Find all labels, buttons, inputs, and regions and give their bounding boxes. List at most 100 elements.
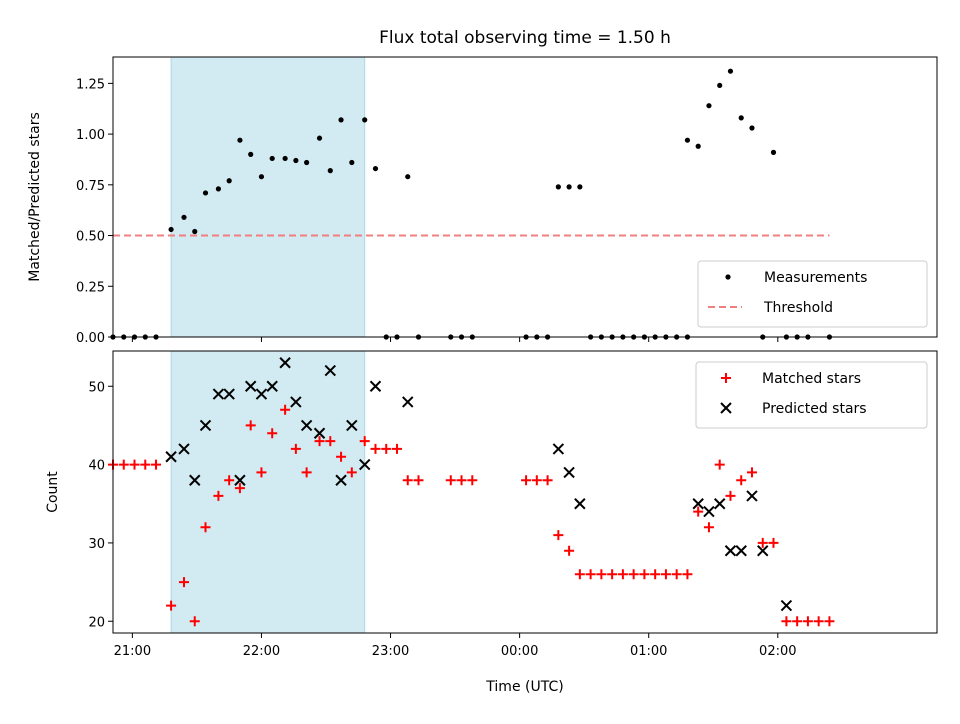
matched-star-point [725,490,736,501]
measurement-point [405,174,411,180]
top-legend: Measurements Threshold [697,260,928,328]
matched-star-point [346,467,357,478]
legend-label: Predicted stars [762,401,867,417]
predicted-star-point [244,380,257,392]
matched-star-point [314,436,325,447]
predicted-star-point [780,599,793,612]
predicted-star-point [757,545,769,557]
predicted-star-point [346,419,358,432]
measurement-point [706,103,712,109]
legend-label: Matched stars [762,371,861,387]
matched-star-point [234,483,245,494]
predicted-star-point [199,419,212,432]
matched-star-point [267,428,278,439]
matched-star-point [402,475,413,486]
top-y-tick-label: 0.25 [76,280,105,295]
legend-plus-marker [721,373,731,383]
measurement-point [293,157,299,164]
measurement-point [362,117,368,123]
legend-box [695,361,928,429]
predicted-star-point [300,419,313,432]
predicted-star-point [234,474,246,486]
matched-star-point [224,475,235,486]
bottom-series-predicted-stars [165,357,793,612]
bottom-x-tick-label: 00:00 [501,644,538,659]
legend-x-marker [720,402,732,414]
measurement-point [695,143,701,149]
matched-star-point [617,569,628,580]
matched-star-point [189,616,200,627]
measurement-point [727,68,734,74]
predicted-star-point [313,427,326,439]
matched-star-point [746,467,757,478]
matched-star-point [245,420,256,431]
top-panel: Flux total observing time = 1.50 h Match… [27,28,938,346]
predicted-star-point [746,490,758,502]
predicted-star-point [735,545,747,557]
matched-star-point [693,506,704,517]
predicted-star-point [563,466,575,479]
measurement-point [327,168,333,174]
matched-star-point [256,467,267,478]
matched-star-point [531,475,542,486]
matched-star-point [178,577,189,588]
matched-star-point [521,475,532,486]
bottom-y-tick-label: 20 [88,615,105,630]
measurement-point [372,165,379,172]
top-shaded-interval [170,56,366,338]
top-y-axis-label: Matched/Predicted stars [27,112,43,282]
top-series-measurements [110,68,833,340]
measurement-point [577,184,583,190]
legend-label: Threshold [763,300,833,316]
predicted-star-point [335,474,347,486]
predicted-star-point [703,505,715,518]
matched-star-point [118,459,129,470]
matched-star-point [757,537,768,548]
matched-star-point [682,569,693,580]
legend-box [697,260,928,328]
matched-star-point [650,569,661,580]
bottom-panel: Time (UTC) Count 20 30 40 50 21:00 22:00 23:00… [45,350,938,695]
matched-star-point [301,467,312,478]
matched-star-point [129,459,140,470]
measurement-point [304,159,310,166]
predicted-star-point [266,380,278,392]
predicted-star-point [212,388,225,400]
predicted-star-point [574,498,586,510]
matched-star-point [703,522,714,533]
bottom-y-tick-label: 30 [88,537,105,552]
matched-star-point [660,569,671,580]
top-y-tick-label: 0.00 [76,331,105,346]
predicted-star-point [290,396,302,408]
measurement-point [684,137,691,143]
matched-star-point [574,569,585,580]
matched-star-point [564,545,575,556]
predicted-star-point [713,498,726,510]
matched-star-point [336,451,347,462]
top-chart-title: Flux total observing time = 1.50 h [379,28,671,48]
measurement-point [168,226,174,233]
measurement-point [181,214,187,220]
bottom-axes-frame [112,350,938,634]
measurement-point [282,155,288,162]
matched-star-point [290,443,301,454]
matched-star-point [166,600,177,611]
bottom-legend: Matched stars Predicted stars [695,361,928,429]
bottom-x-tick-label: 23:00 [372,644,409,659]
top-y-tick-label: 1.00 [76,128,105,143]
matched-star-point [151,459,162,470]
bottom-x-tick-label: 02:00 [759,644,796,659]
top-y-tick-label: 1.25 [76,77,105,92]
bottom-series-matched-stars [108,404,835,627]
predicted-star-point [359,458,371,471]
measurement-point [258,174,265,180]
predicted-star-point [692,498,704,510]
matched-star-point [792,616,803,627]
bottom-x-tick-label: 01:00 [630,644,667,659]
matched-star-point [628,569,639,580]
matched-star-point [213,490,224,501]
predicted-star-point [324,364,337,377]
matched-star-point [639,569,650,580]
legend-dot-marker [725,274,731,280]
